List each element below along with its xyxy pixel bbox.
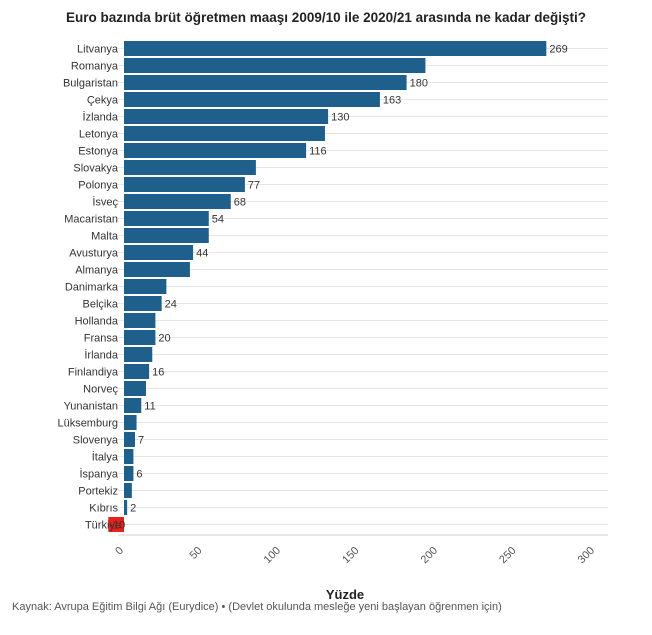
bar-Yunanistan bbox=[124, 398, 142, 413]
category-label: Litvanya bbox=[77, 44, 119, 56]
bar-Litvanya bbox=[124, 41, 547, 56]
x-tick-label: 150 bbox=[340, 545, 361, 566]
data-label: 77 bbox=[248, 180, 260, 192]
category-label: İrlanda bbox=[84, 349, 119, 362]
bar-Norveç bbox=[124, 381, 146, 396]
category-label: Fransa bbox=[84, 333, 119, 345]
category-label: Slovakya bbox=[73, 163, 119, 175]
category-label: Yunanistan bbox=[64, 401, 118, 413]
category-label: Danimarka bbox=[65, 282, 119, 294]
category-label: Bulgaristan bbox=[63, 78, 118, 90]
data-label: 24 bbox=[165, 299, 177, 311]
data-label: 2 bbox=[130, 503, 136, 515]
data-label: 20 bbox=[158, 333, 170, 345]
data-label: 116 bbox=[309, 146, 327, 158]
category-label: Letonya bbox=[79, 129, 119, 141]
bar-Hollanda bbox=[124, 313, 156, 328]
x-tick-label: 50 bbox=[187, 545, 204, 562]
bar-Kıbrıs bbox=[124, 500, 128, 515]
data-label: 180 bbox=[410, 78, 428, 90]
category-label: İspanya bbox=[79, 468, 118, 481]
bar-Çekya bbox=[124, 92, 380, 107]
category-label: İsveç bbox=[92, 196, 118, 209]
bar-Danimarka bbox=[124, 279, 167, 294]
category-label: Romanya bbox=[71, 61, 119, 73]
bar-Romanya bbox=[124, 58, 426, 73]
data-label: 6 bbox=[136, 469, 142, 481]
category-label: Macaristan bbox=[64, 214, 118, 226]
bar-Fransa bbox=[124, 330, 156, 345]
category-label: Kıbrıs bbox=[89, 503, 118, 515]
bar-İspanya bbox=[124, 466, 134, 481]
data-label: -10 bbox=[109, 520, 125, 532]
bar-İrlanda bbox=[124, 347, 153, 362]
bar-Portekiz bbox=[124, 483, 132, 498]
source-note: Kaynak: Avrupa Eğitim Bilgi Ağı (Eurydic… bbox=[12, 601, 502, 613]
data-label: 7 bbox=[138, 435, 144, 447]
bar-İsveç bbox=[124, 194, 231, 209]
data-label: 44 bbox=[196, 248, 208, 260]
category-label: Portekiz bbox=[78, 486, 118, 498]
data-label: 54 bbox=[212, 214, 224, 226]
chart-title: Euro bazında brüt öğretmen maaşı 2009/10… bbox=[66, 10, 586, 25]
bar-Lüksemburg bbox=[124, 415, 137, 430]
category-label: Slovenya bbox=[73, 435, 119, 447]
bar-Bulgaristan bbox=[124, 75, 407, 90]
category-label: İzlanda bbox=[83, 111, 119, 124]
category-label: Almanya bbox=[75, 265, 119, 277]
category-label: Çekya bbox=[87, 95, 119, 107]
bar-Finlandiya bbox=[124, 364, 150, 379]
category-label: Türkiye bbox=[85, 520, 121, 532]
category-label: Polonya bbox=[78, 180, 119, 192]
bar-Malta bbox=[124, 228, 209, 243]
category-label: Avusturya bbox=[69, 248, 119, 260]
data-label: 163 bbox=[383, 95, 401, 107]
bar-Almanya bbox=[124, 262, 190, 277]
data-label: 130 bbox=[331, 112, 349, 124]
bar-Letonya bbox=[124, 126, 325, 141]
bar-Slovakya bbox=[124, 160, 256, 175]
data-label: 11 bbox=[144, 401, 155, 413]
category-label: Norveç bbox=[83, 384, 118, 396]
bar-İtalya bbox=[124, 449, 134, 464]
category-label: Belçika bbox=[83, 299, 119, 311]
data-label: 269 bbox=[549, 44, 567, 56]
category-label: Hollanda bbox=[75, 316, 119, 328]
category-label: Malta bbox=[91, 231, 119, 243]
x-tick-label: 250 bbox=[497, 545, 518, 566]
bar-Polonya bbox=[124, 177, 245, 192]
category-label: Finlandiya bbox=[68, 367, 119, 379]
x-tick-label: 100 bbox=[262, 545, 283, 566]
bar-Slovenya bbox=[124, 432, 135, 447]
category-label: Lüksemburg bbox=[57, 418, 118, 430]
x-tick-label: 200 bbox=[419, 545, 440, 566]
x-axis-title: Yüzde bbox=[326, 587, 364, 600]
bar-Belçika bbox=[124, 296, 162, 311]
category-label: İtalya bbox=[92, 451, 119, 464]
data-label: 16 bbox=[152, 367, 164, 379]
x-tick-label: 300 bbox=[576, 545, 597, 566]
bar-Türkiye bbox=[108, 517, 124, 532]
bar-Avusturya bbox=[124, 245, 194, 260]
category-label: Estonya bbox=[78, 146, 119, 158]
data-label: 68 bbox=[234, 197, 246, 209]
x-tick-label: 0 bbox=[113, 545, 126, 558]
bar-İzlanda bbox=[124, 109, 329, 124]
bar-Estonya bbox=[124, 143, 307, 158]
bar-Macaristan bbox=[124, 211, 209, 226]
